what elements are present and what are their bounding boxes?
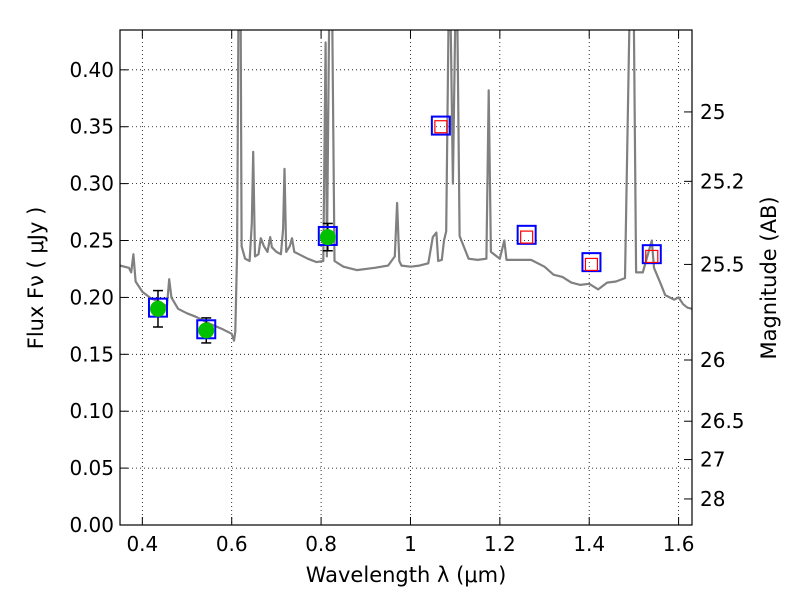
magnitude-tick-label: 28 <box>700 487 725 511</box>
axis-ticks: 0.4 0.6 0.8 1 1.2 1.4 1.6 0.00 0.05 0.10 0.15 0.20 0… <box>69 30 745 556</box>
y-tick-label: 0.35 <box>69 115 114 139</box>
upper-limit-square <box>584 257 599 272</box>
model-spectrum-series <box>120 30 692 342</box>
y-tick-label: 0.20 <box>69 285 114 309</box>
observed-flux-point <box>198 322 215 339</box>
right-axis-label: Magnitude (AB) <box>757 196 781 359</box>
x-tick-label: 0.6 <box>216 532 248 556</box>
model-photometry-square <box>581 252 602 273</box>
observed-flux-point <box>319 229 336 246</box>
y-tick-label: 0.30 <box>69 172 114 196</box>
magnitude-tick-label: 27 <box>700 448 725 472</box>
model-photometry-square <box>516 224 537 245</box>
x-tick-label: 1.6 <box>663 532 695 556</box>
magnitude-tick-label: 25.5 <box>700 252 745 276</box>
y-tick-label: 0.00 <box>69 513 114 537</box>
upper-limit-square <box>520 230 534 244</box>
magnitude-tick-label: 25 <box>700 100 725 124</box>
plot-frame <box>119 29 693 526</box>
photometry-markers <box>147 115 662 344</box>
x-tick-label: 0.8 <box>305 532 337 556</box>
y-tick-label: 0.40 <box>69 58 114 82</box>
y-tick-label: 0.15 <box>69 342 114 366</box>
model-photometry-square <box>430 115 451 136</box>
upper-limit-square <box>434 120 448 134</box>
magnitude-tick-label: 25.2 <box>700 169 745 193</box>
y-tick-label: 0.10 <box>69 399 114 423</box>
y-tick-label: 0.25 <box>69 229 114 253</box>
gridlines <box>120 30 692 526</box>
x-tick-label: 1.2 <box>484 532 516 556</box>
observed-flux-point <box>149 300 166 317</box>
model-spectrum-line <box>120 30 692 342</box>
y-tick-label: 0.05 <box>69 456 114 480</box>
magnitude-tick-label: 26.5 <box>700 409 745 433</box>
magnitude-tick-label: 26 <box>700 348 725 372</box>
x-tick-label: 1 <box>404 532 417 556</box>
x-tick-label: 1.4 <box>573 532 605 556</box>
x-tick-label: 0.4 <box>126 532 158 556</box>
upper-limit-square <box>645 249 659 264</box>
y-axis-label: Flux Fν ( μJy ) <box>24 207 48 350</box>
x-axis-label: Wavelength λ (μm) <box>306 563 507 587</box>
model-photometry-square <box>641 244 662 265</box>
